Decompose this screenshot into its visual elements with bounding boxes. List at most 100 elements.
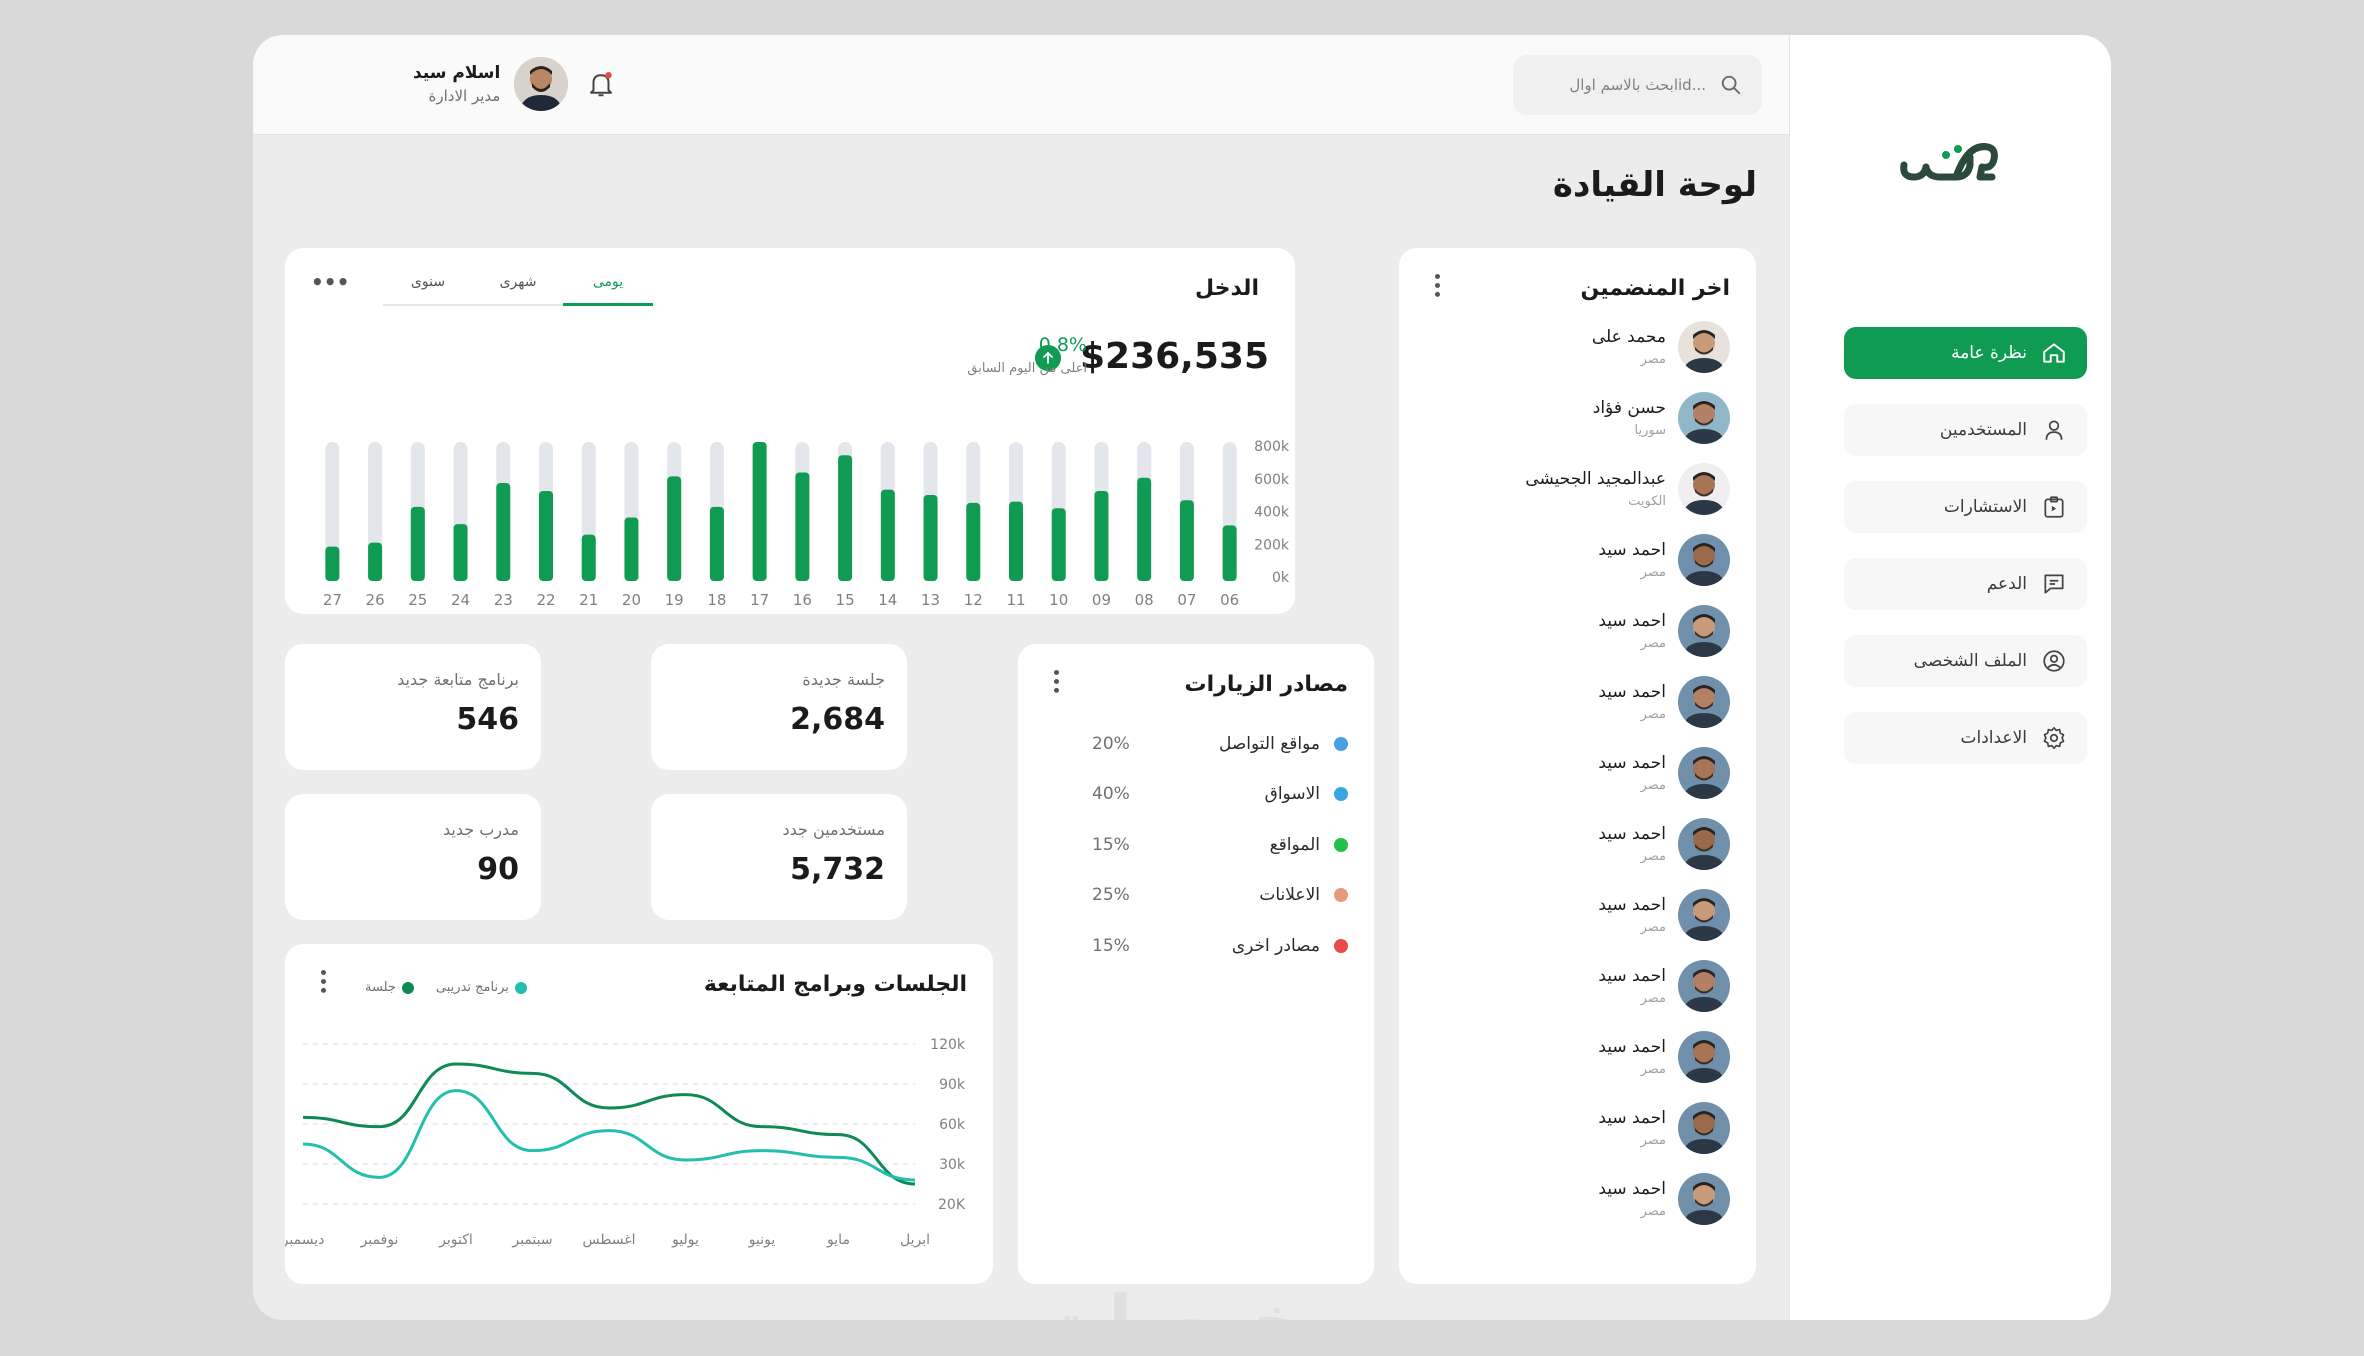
sidebar-item-consultations[interactable]: الاستشارات — [1844, 481, 2087, 533]
bar — [667, 476, 682, 581]
avatar — [1678, 321, 1730, 373]
tab-yearly[interactable]: سنوى — [410, 274, 446, 290]
member-location: مصر — [1640, 778, 1666, 793]
tab-monthly[interactable]: شهرى — [499, 274, 537, 290]
x-tick-label: مايو — [826, 1232, 850, 1248]
more-options-icon[interactable]: ••• — [314, 968, 330, 995]
member-row[interactable]: احمد سيد مصر — [1598, 1030, 1730, 1084]
bar — [496, 483, 511, 581]
x-tick-label: 22 — [536, 591, 555, 609]
watermark: خمسات — [1038, 1280, 1303, 1320]
bar — [410, 506, 425, 581]
bar — [1222, 525, 1237, 581]
member-row[interactable]: احمد سيد مصر — [1598, 1101, 1730, 1155]
x-tick-label: اغسطس — [582, 1232, 635, 1248]
x-tick-label: يونيو — [748, 1232, 776, 1248]
legend-label: برنامج تدريبى — [435, 980, 509, 995]
page-title: لوحة القيادة — [1552, 165, 1757, 205]
notifications-button[interactable] — [586, 69, 616, 103]
x-tick-label: 16 — [793, 591, 812, 609]
member-name: احمد سيد — [1598, 824, 1666, 844]
bar — [624, 517, 639, 581]
x-tick-label: 15 — [836, 591, 855, 609]
stat-label: جلسة جديدة — [802, 670, 885, 689]
more-options-icon[interactable]: ••• — [311, 270, 350, 294]
stat-value: 90 — [477, 852, 519, 887]
gear-icon — [2043, 726, 2065, 750]
member-name: حسن فؤاد — [1592, 398, 1666, 418]
x-tick-label: 11 — [1006, 591, 1025, 609]
sidebar-item-overview[interactable]: نظرة عامة — [1844, 327, 2087, 379]
sidebar-item-label: الملف الشخصى — [1913, 651, 2027, 671]
member-row[interactable]: احمد سيد مصر — [1598, 533, 1730, 587]
x-tick-label: ابريل — [900, 1232, 930, 1248]
member-location: مصر — [1640, 565, 1666, 580]
member-avatar-icon — [1678, 321, 1730, 373]
member-name: احمد سيد — [1598, 1108, 1666, 1128]
stat-label: برنامج متابعة جديد — [397, 670, 519, 689]
sidebar-item-settings[interactable]: الاعدادات — [1844, 712, 2087, 764]
x-tick-label: 10 — [1049, 591, 1068, 609]
member-avatar-icon — [1678, 889, 1730, 941]
bar — [752, 442, 767, 581]
visit-row: مصادر اخرى 15% — [1018, 931, 1374, 961]
sidebar: نظرة عامة المستخدمين الاستشارات الدعم ال… — [1789, 35, 2111, 1320]
brand-logo[interactable] — [1790, 135, 2111, 185]
sidebar-item-users[interactable]: المستخدمين — [1844, 404, 2087, 456]
avatar — [1678, 1173, 1730, 1225]
x-tick-label: 08 — [1135, 591, 1154, 609]
member-row[interactable]: احمد سيد مصر — [1598, 1172, 1730, 1226]
sidebar-item-label: المستخدمين — [1939, 420, 2027, 440]
member-row[interactable]: احمد سيد مصر — [1598, 746, 1730, 800]
legend-dot — [1334, 787, 1348, 801]
x-tick-label: نوفمبر — [360, 1232, 399, 1248]
member-row[interactable]: احمد سيد مصر — [1598, 675, 1730, 729]
member-row[interactable]: عبدالمجيد الجحيشى الكويت — [1525, 462, 1730, 516]
avatar — [1678, 676, 1730, 728]
member-row[interactable]: حسن فؤاد سوريا — [1593, 391, 1730, 445]
member-avatar-icon — [1678, 676, 1730, 728]
arrow-up-icon — [1035, 345, 1061, 371]
y-tick-label: 60k — [939, 1117, 966, 1133]
avatar — [1678, 747, 1730, 799]
x-tick-label: ديسمبر — [285, 1232, 324, 1248]
member-row[interactable]: احمد سيد مصر — [1598, 604, 1730, 658]
bar — [1137, 477, 1152, 581]
bar — [1051, 508, 1066, 581]
member-row[interactable]: احمد سيد مصر — [1598, 959, 1730, 1013]
user-avatar-icon — [514, 57, 569, 111]
stat-label: مستخدمين جدد — [782, 820, 885, 839]
member-avatar-icon — [1678, 534, 1730, 586]
income-card: الدخل ••• سنوى شهرى يومى $236,535 0,8% ا… — [285, 248, 1295, 614]
sidebar-item-support[interactable]: الدعم — [1844, 558, 2087, 610]
income-bar-chart: 27 26 25 24 23 22 21 20 19 18 17 16 15 14 13 12 11 10 09 08… — [323, 439, 1290, 609]
search-input[interactable]: ابحث بالاسم اوالid... — [1513, 55, 1762, 115]
sessions-chart-card: الجلسات وبرامج المتابعة ••• برنامج تدريب… — [285, 944, 993, 1284]
x-tick-label: 07 — [1177, 591, 1196, 609]
y-tick-label: 120k — [930, 1037, 966, 1053]
member-row[interactable]: احمد سيد مصر — [1598, 817, 1730, 871]
sessions-line-chart: 120k 90k 60k 30k 20K ديسمبر نوفمبر اكتوبر سبتمبر… — [285, 1037, 966, 1248]
stat-label: مدرب جديد — [443, 820, 519, 839]
visits-title: مصادر الزيارات — [1184, 672, 1349, 697]
member-location: مصر — [1640, 707, 1666, 722]
more-options-icon[interactable]: ••• — [1428, 272, 1444, 299]
avatar — [1678, 889, 1730, 941]
member-row[interactable]: احمد سيد مصر — [1598, 888, 1730, 942]
search-placeholder: ابحث بالاسم اوالid... — [1569, 76, 1706, 94]
logo-icon — [1900, 143, 1998, 181]
sidebar-item-profile[interactable]: الملف الشخصى — [1844, 635, 2087, 687]
sidebar-item-label: الاعدادات — [1960, 728, 2027, 748]
user-profile[interactable]: اسلام سيد مدير الادارة — [413, 57, 569, 111]
tab-daily[interactable]: يومى — [563, 268, 653, 306]
x-tick-label: 26 — [366, 591, 385, 609]
legend-dot — [1334, 939, 1348, 953]
legend-dot — [1334, 888, 1348, 902]
more-options-icon[interactable]: ••• — [1047, 668, 1063, 695]
member-row[interactable]: محمد على مصر — [1592, 320, 1730, 374]
y-tick-label: 20K — [938, 1197, 966, 1213]
member-location: سوريا — [1634, 423, 1666, 438]
avatar — [1678, 1031, 1730, 1083]
member-avatar-icon — [1678, 818, 1730, 870]
member-name: احمد سيد — [1598, 1037, 1666, 1057]
